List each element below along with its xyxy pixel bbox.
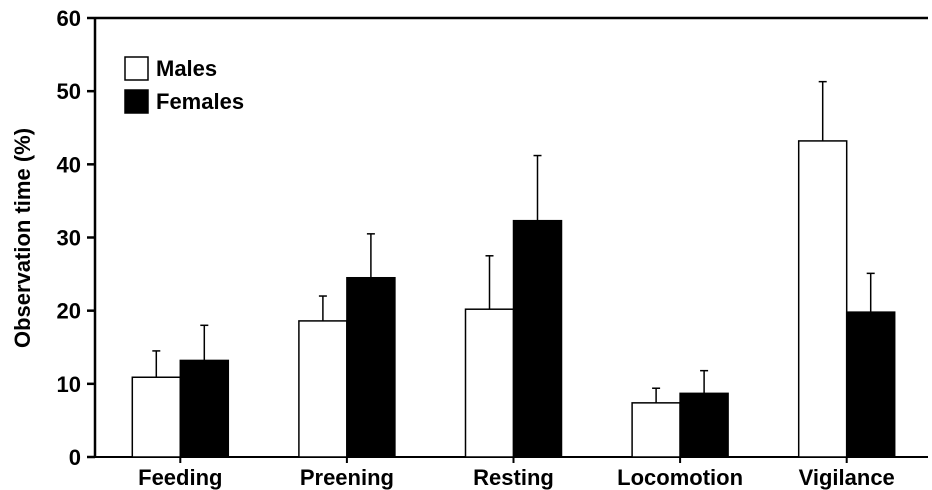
males-bar-vigilance — [797, 140, 848, 458]
legend: Males Females — [124, 56, 244, 114]
x-tick-label-feeding: Feeding — [138, 465, 222, 490]
y-axis-ticks: 0 10 20 30 40 50 60 — [57, 6, 95, 470]
error-bars — [152, 80, 875, 403]
males-bar-preening — [298, 320, 348, 458]
legend-swatch-males — [124, 56, 149, 81]
x-axis-labels: Feeding Preening Resting Locomotion Vigilanc… — [138, 457, 895, 490]
legend-label-males: Males — [156, 56, 217, 81]
males-bar-feeding — [131, 376, 182, 458]
x-tick-label-resting: Resting — [473, 465, 554, 490]
x-tick-label-locomotion: Locomotion — [617, 465, 743, 490]
y-tick-label: 20 — [57, 299, 81, 324]
y-axis-label: Observation time (%) — [10, 128, 35, 348]
y-tick-label: 50 — [57, 79, 81, 104]
males-bar-resting — [464, 308, 515, 458]
y-tick-label: 10 — [57, 372, 81, 397]
legend-label-females: Females — [156, 89, 244, 114]
females-bar-feeding — [179, 359, 230, 458]
x-tick-label-vigilance: Vigilance — [799, 465, 895, 490]
males-bar-locomotion — [631, 402, 681, 458]
y-tick-label: 40 — [57, 152, 81, 177]
y-tick-label: 0 — [69, 445, 81, 470]
females-bar-resting — [512, 219, 563, 458]
y-tick-label: 30 — [57, 226, 81, 251]
y-tick-label: 60 — [57, 6, 81, 31]
legend-swatch-females — [124, 89, 149, 114]
x-tick-label-preening: Preening — [300, 465, 394, 490]
females-bar-preening — [346, 276, 396, 458]
females-bar-locomotion — [679, 392, 729, 458]
females-bar-vigilance — [845, 311, 896, 458]
bars — [131, 140, 896, 458]
